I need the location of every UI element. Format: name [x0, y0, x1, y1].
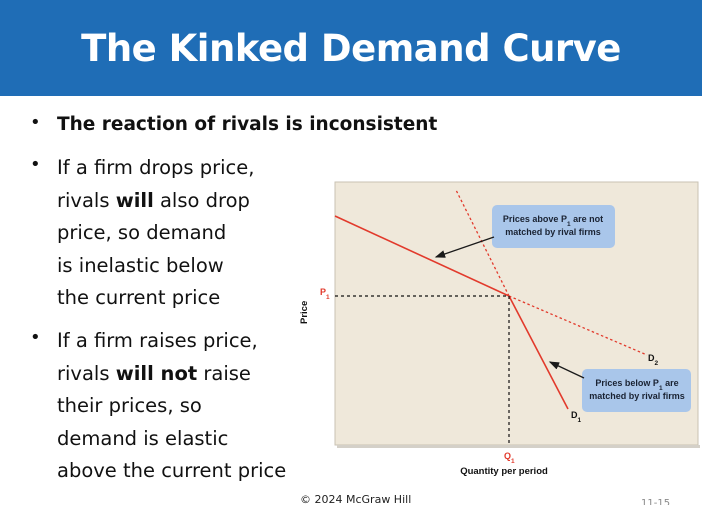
slide-title: The Kinked Demand Curve — [81, 26, 621, 70]
page-number: 11-15 — [641, 498, 671, 505]
bullet-2-text: If a firm drops price, rivals will also … — [57, 152, 254, 315]
copyright-footer: © 2024 McGraw Hill — [300, 493, 412, 506]
bullet-3-line: their prices, so — [57, 394, 202, 417]
callout-below-text: Prices below P1 are — [595, 378, 678, 392]
bullet-dot-icon: • — [30, 154, 41, 175]
q1-label: Q1 — [504, 451, 515, 465]
d2-dotted-lower — [508, 295, 648, 356]
bullet-3-line: rivals will not raise — [57, 361, 251, 385]
plot-shadow — [337, 445, 700, 448]
callout-above-text-line2: matched by rival firms — [505, 227, 601, 237]
bullet-3-line: demand is elastic — [57, 426, 229, 450]
bullet-3-line: above the current price — [57, 459, 287, 482]
d1-label: D1 — [571, 410, 582, 424]
kinked-demand-chart: Prices above P1 are not matched by rival… — [299, 181, 700, 477]
bullet-2-line: is inelastic below — [57, 253, 224, 277]
bullet-3-line: If a firm raises price, — [57, 329, 258, 352]
callout-above-box — [492, 205, 615, 248]
bullet-2-line: the current price — [57, 286, 221, 309]
bullet-2-line: If a firm drops price, — [57, 156, 255, 179]
bullet-2-line: rivals will also drop — [57, 188, 250, 212]
callout-above-arrow — [434, 236, 495, 258]
demand-inelastic-segment — [508, 295, 569, 410]
bullet-dot-icon: • — [30, 112, 41, 133]
x-axis-label: Quantity per period — [460, 466, 548, 477]
title-bar: The Kinked Demand Curve — [0, 0, 702, 96]
bullet-2-line: price, so demand — [57, 221, 227, 244]
bullet-dot-icon: • — [30, 327, 41, 348]
y-axis-label: Price — [299, 301, 310, 324]
d2-label: D2 — [648, 353, 659, 367]
bullet-1-text: The reaction of rivals is inconsistent — [57, 114, 438, 135]
bullet-3-text: If a firm raises price, rivals will not … — [57, 325, 286, 488]
callout-below-text-line2: matched by rival firms — [589, 391, 685, 401]
callout-below-box — [582, 369, 691, 412]
demand-elastic-segment — [334, 215, 510, 297]
callout-below-arrow — [548, 361, 585, 379]
p1-label: P1 — [320, 287, 330, 301]
callout-above-text: Prices above P1 are not — [503, 214, 603, 228]
